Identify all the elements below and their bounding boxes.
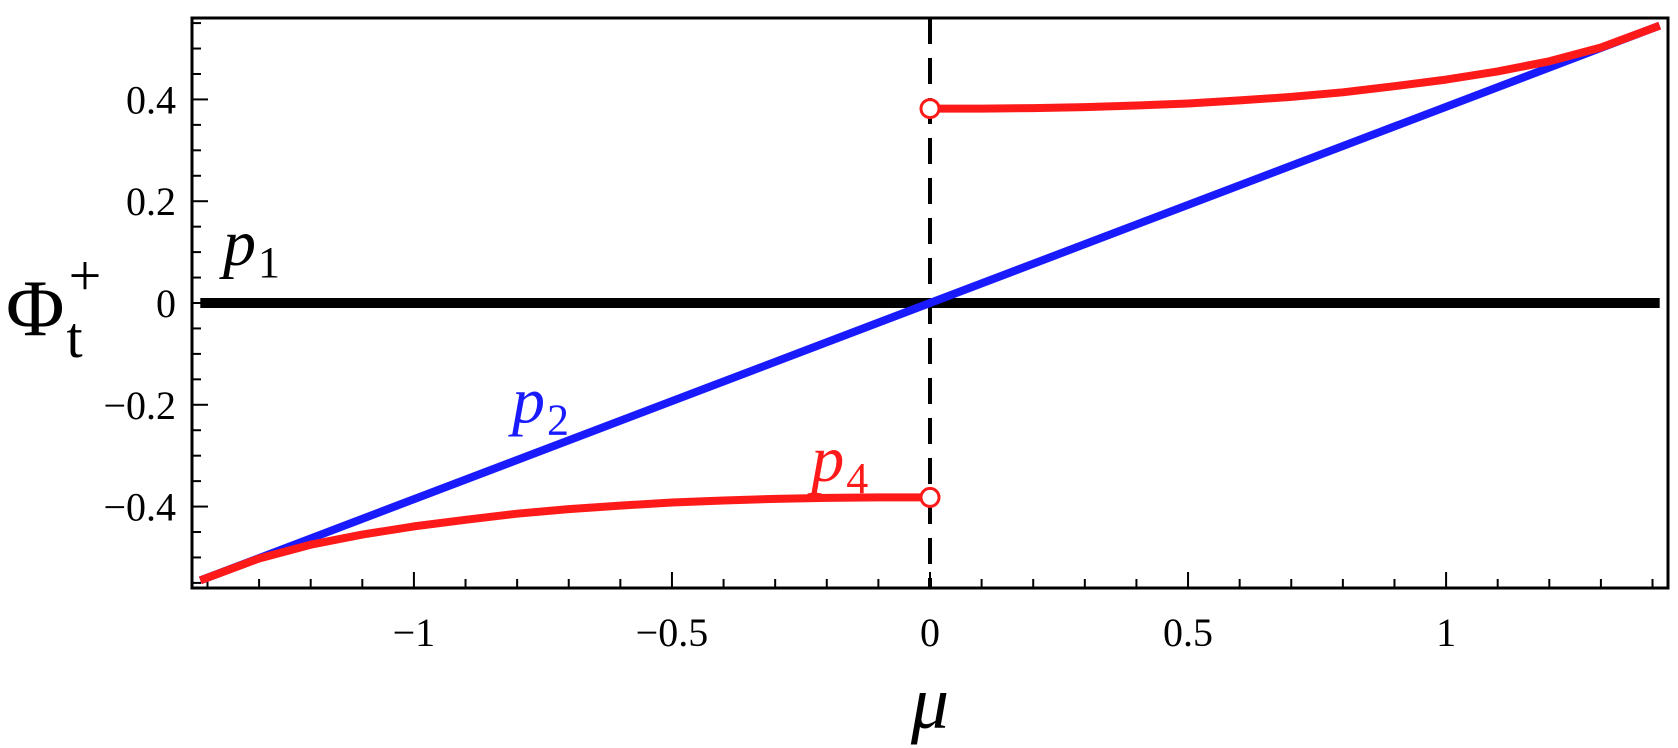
plot-border	[190, 16, 1670, 590]
series-line-p4	[930, 21, 1662, 113]
open-endpoint-p4	[919, 486, 941, 508]
series-label-p2: p2	[508, 365, 569, 445]
y-tick-label: 0.4	[126, 77, 176, 122]
series-line-p4	[198, 493, 930, 585]
y-tick-label: 0	[156, 281, 176, 326]
x-tick-label: −0.5	[636, 610, 709, 655]
x-tick-label: −1	[393, 610, 436, 655]
x-tick-label: 0.5	[1163, 610, 1213, 655]
series-label-p1: p1	[219, 207, 280, 287]
series-layer	[198, 18, 1662, 588]
y-tick-label: −0.2	[103, 383, 176, 428]
open-endpoint-p4	[919, 98, 941, 120]
series-label-p4: p4	[807, 423, 868, 503]
y-tick-label: −0.4	[103, 485, 176, 530]
y-tick-label: 0.2	[126, 179, 176, 224]
x-tick-label: 1	[1436, 610, 1456, 655]
x-tick-label: 0	[920, 610, 940, 655]
series-line-p2	[198, 21, 1662, 585]
x-axis-label: μ	[910, 661, 949, 745]
plot-frame	[190, 16, 1670, 590]
labels-layer: −1 −0.5 0 0.5 1 −0.4 −0.2 0 0.2 0.4 p1 p2 p4 μ Φt+	[6, 77, 1456, 745]
y-axis-label: Φt+	[6, 243, 101, 370]
